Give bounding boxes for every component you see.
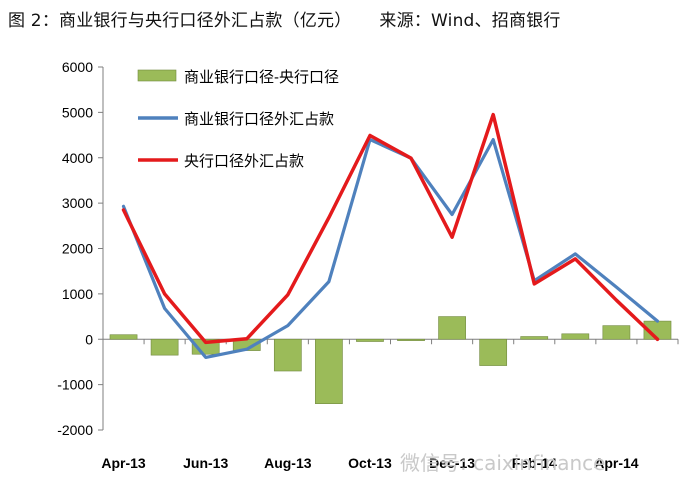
y-tick-label: 6000 <box>62 59 93 75</box>
bar <box>438 316 466 340</box>
chart-title-text: 图 2：商业银行与央行口径外汇占款（亿元） <box>8 11 352 31</box>
x-tick-label: Oct-13 <box>348 455 392 471</box>
bar <box>479 338 508 366</box>
bar <box>520 336 549 340</box>
x-tick-label: Feb-14 <box>512 455 557 471</box>
chart-title: 图 2：商业银行与央行口径外汇占款（亿元） 来源：Wind、招商银行 <box>8 6 561 31</box>
line-series <box>121 112 660 359</box>
y-tick-label: -2000 <box>57 422 93 438</box>
y-tick-label: 3000 <box>62 195 93 211</box>
y-tick-label: -1000 <box>57 377 93 393</box>
x-tick-label: Dec-13 <box>429 455 475 471</box>
bar <box>109 334 138 340</box>
x-tick-label: Jun-13 <box>183 455 228 471</box>
series-line <box>121 138 660 359</box>
y-tick-label: 2000 <box>62 241 93 257</box>
bar <box>315 338 343 404</box>
chart-source: 来源：Wind、招商银行 <box>379 11 561 31</box>
x-tick-label: Aug-13 <box>264 455 312 471</box>
bar <box>150 338 179 356</box>
chart-axes: -2000 -1000 0 1000 2000 3000 4000 5000 6000 Apr-1… <box>57 59 679 471</box>
y-tick-label: 5000 <box>62 104 93 120</box>
legend-label: 央行口径外汇占款 <box>184 153 304 170</box>
y-tick-label: 4000 <box>62 150 93 166</box>
bar <box>397 338 425 341</box>
legend-label: 商业银行口径外汇占款 <box>184 111 334 128</box>
legend-swatch-bar <box>137 69 177 82</box>
x-tick-label: Apr-14 <box>594 455 639 471</box>
bar <box>602 325 631 340</box>
legend-label: 商业银行口径-央行口径 <box>184 69 339 86</box>
bar <box>273 338 302 372</box>
bar <box>356 338 384 342</box>
y-tick-label: 0 <box>85 331 93 347</box>
y-tick-label: 1000 <box>62 286 93 302</box>
watermark-text: 微信号: caixinfinance <box>400 451 606 475</box>
series-line <box>121 112 660 345</box>
bar <box>561 333 590 340</box>
x-tick-label: Apr-13 <box>101 455 146 471</box>
